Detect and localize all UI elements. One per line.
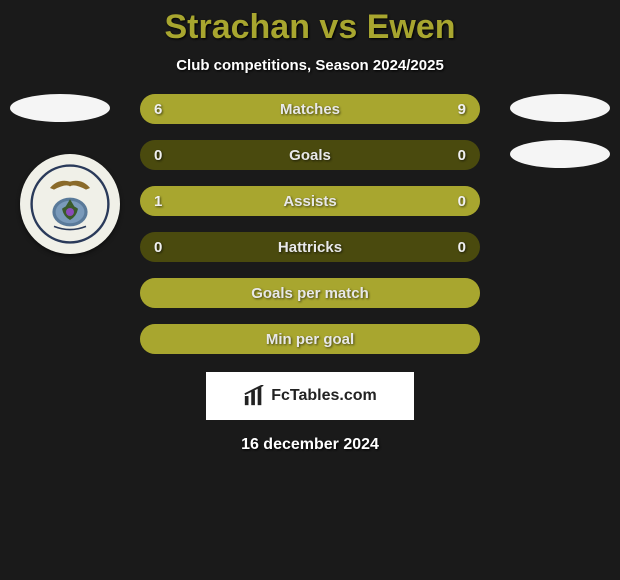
club-badge-left xyxy=(20,154,120,254)
title-player-right: Ewen xyxy=(367,8,456,46)
stat-row-fill-left xyxy=(140,94,276,124)
comparison-infographic: Strachan vs Ewen Club competitions, Seas… xyxy=(0,0,620,580)
brand-attribution: FcTables.com xyxy=(206,372,414,420)
bar-chart-icon xyxy=(243,385,265,407)
date-text: 16 december 2024 xyxy=(241,436,379,454)
stat-row: Assists10 xyxy=(140,186,480,216)
stat-row-fill-right xyxy=(405,186,480,216)
stat-row-fill-right xyxy=(276,94,480,124)
placeholder-ellipse-left xyxy=(10,94,110,122)
page-title: Strachan vs Ewen xyxy=(164,8,455,47)
subtitle: Club competitions, Season 2024/2025 xyxy=(176,57,444,74)
stat-row: Hattricks00 xyxy=(140,232,480,262)
brand-text: FcTables.com xyxy=(271,387,377,405)
stat-row-track xyxy=(140,140,480,170)
stat-row-fill-left xyxy=(140,186,405,216)
chart-area: Matches69 Goals00 Assists10 Hattricks00 Goal… xyxy=(0,94,620,354)
stat-row: Goals per match xyxy=(140,278,480,308)
title-vs: vs xyxy=(319,8,357,46)
stat-row-fill-left xyxy=(140,324,480,354)
club-crest-icon xyxy=(30,164,110,244)
stat-row: Matches69 xyxy=(140,94,480,124)
placeholder-ellipse-right-1 xyxy=(510,94,610,122)
stat-rows: Matches69 Goals00 Assists10 Hattricks00 Goal… xyxy=(140,94,480,354)
stat-row: Min per goal xyxy=(140,324,480,354)
stat-row: Goals00 xyxy=(140,140,480,170)
placeholder-ellipse-right-2 xyxy=(510,140,610,168)
title-player-left: Strachan xyxy=(164,8,310,46)
stat-row-fill-left xyxy=(140,278,480,308)
stat-row-track xyxy=(140,232,480,262)
